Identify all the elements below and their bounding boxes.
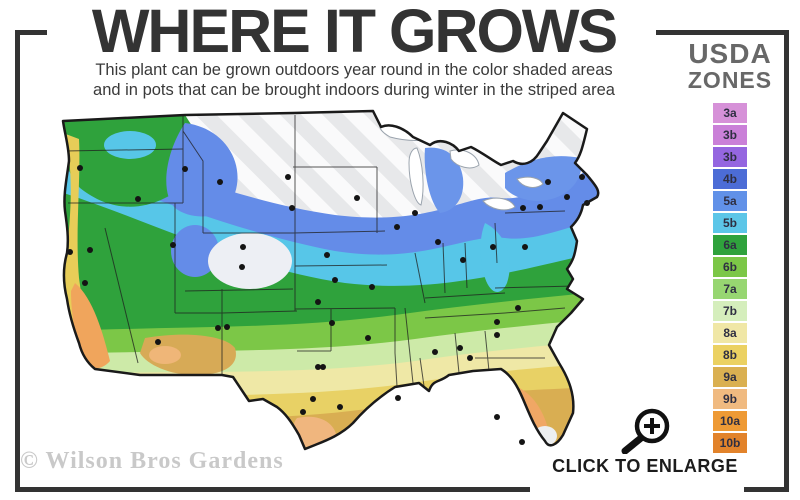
page-title: WHERE IT GROWS bbox=[91, 0, 618, 65]
city-dot bbox=[320, 364, 326, 370]
city-dot bbox=[135, 196, 141, 202]
city-dot bbox=[337, 404, 343, 410]
legend-swatch-10b: 10b bbox=[713, 433, 747, 453]
rockies-blue-region bbox=[166, 123, 238, 217]
utah-blue-patch bbox=[171, 225, 219, 277]
legend-swatch-4b: 4b bbox=[713, 169, 747, 189]
frame-right bbox=[784, 30, 789, 492]
city-dot bbox=[395, 395, 401, 401]
city-dot bbox=[240, 244, 246, 250]
lake-ontario bbox=[516, 176, 544, 188]
city-dot bbox=[564, 194, 570, 200]
state-borders bbox=[64, 115, 576, 404]
frame-top-right bbox=[656, 30, 789, 35]
city-dot bbox=[354, 195, 360, 201]
legend-swatch-3a: 3a bbox=[713, 103, 747, 123]
legend-items: 3a 3b 3b 4b 5a 5b 6a 6b 7a 7b 8a 8b 9a 9b 10a 10b bbox=[713, 103, 747, 455]
usda-zone-map[interactable] bbox=[35, 103, 660, 473]
city-dot bbox=[435, 239, 441, 245]
frame-top-left bbox=[15, 30, 47, 35]
city-dot bbox=[432, 349, 438, 355]
usda-zones-legend: USDA ZONES bbox=[672, 38, 788, 93]
legend-swatch-6b: 6b bbox=[713, 257, 747, 277]
colorado-pale-patch bbox=[208, 233, 292, 289]
city-dot bbox=[394, 224, 400, 230]
phoenix-peach-patch bbox=[149, 346, 181, 364]
city-dot bbox=[324, 252, 330, 258]
city-dot bbox=[494, 332, 500, 338]
city-dot bbox=[412, 210, 418, 216]
lake-michigan bbox=[408, 147, 424, 206]
city-dot bbox=[457, 345, 463, 351]
legend-title-usda: USDA bbox=[688, 38, 772, 69]
appalachia-cyan-strip bbox=[480, 223, 510, 293]
legend-swatch-8a: 8a bbox=[713, 323, 747, 343]
city-dot bbox=[155, 339, 161, 345]
michigan-blue-region bbox=[424, 147, 464, 213]
frame-bottom-right bbox=[744, 487, 789, 492]
city-dot bbox=[310, 396, 316, 402]
city-dot bbox=[82, 280, 88, 286]
city-dot bbox=[300, 409, 306, 415]
arizona-tan-region bbox=[140, 334, 236, 375]
city-dot bbox=[460, 257, 466, 263]
legend-swatch-7b: 7b bbox=[713, 301, 747, 321]
legend-swatch-7a: 7a bbox=[713, 279, 747, 299]
watermark: © Wilson Bros Gardens bbox=[20, 448, 284, 474]
lake-erie bbox=[482, 197, 516, 211]
city-dot bbox=[329, 320, 335, 326]
city-dot bbox=[579, 174, 585, 180]
city-dots bbox=[67, 165, 590, 445]
subtitle: This plant can be grown outdoors year ro… bbox=[30, 60, 678, 100]
city-dot bbox=[182, 166, 188, 172]
city-dot bbox=[369, 284, 375, 290]
legend-swatch-3b: 3b bbox=[713, 125, 747, 145]
city-dot bbox=[315, 364, 321, 370]
new-england-blue-region bbox=[505, 156, 582, 201]
city-dot bbox=[332, 277, 338, 283]
frame-left bbox=[15, 30, 20, 490]
frame-bottom-left bbox=[15, 487, 530, 492]
legend-swatch-8b: 8b bbox=[713, 345, 747, 365]
city-dot bbox=[467, 355, 473, 361]
legend-swatch-5b: 5b bbox=[713, 213, 747, 233]
magnifying-glass-plus-icon[interactable] bbox=[614, 396, 676, 454]
coastal-yellow-strip bbox=[63, 133, 97, 369]
legend-swatch-10a: 10a bbox=[713, 411, 747, 431]
city-dot bbox=[170, 242, 176, 248]
click-to-enlarge-label[interactable]: CLICK TO ENLARGE bbox=[552, 456, 738, 476]
legend-swatch-5a: 5a bbox=[713, 191, 747, 211]
city-dot bbox=[285, 174, 291, 180]
legend-swatch-9a: 9a bbox=[713, 367, 747, 387]
city-dot bbox=[224, 324, 230, 330]
legend-swatch-9b: 9b bbox=[713, 389, 747, 409]
legend-swatch-6a: 6a bbox=[713, 235, 747, 255]
legend-swatch-3b: 3b bbox=[713, 147, 747, 167]
legend-title-zones: ZONES bbox=[687, 67, 773, 93]
city-dot bbox=[365, 335, 371, 341]
city-dot bbox=[217, 179, 223, 185]
city-dot bbox=[494, 414, 500, 420]
city-dot bbox=[490, 244, 496, 250]
city-dot bbox=[494, 319, 500, 325]
us-outline bbox=[61, 109, 600, 451]
city-dot bbox=[515, 305, 521, 311]
city-dot bbox=[522, 244, 528, 250]
city-dot bbox=[289, 205, 295, 211]
city-dot bbox=[239, 264, 245, 270]
city-dot bbox=[315, 299, 321, 305]
subtitle-line-2: and in pots that can be brought indoors … bbox=[93, 81, 615, 99]
subtitle-line-1: This plant can be grown outdoors year ro… bbox=[95, 61, 613, 79]
washington-cyan-patch bbox=[104, 131, 156, 159]
city-dot bbox=[545, 179, 551, 185]
city-dot bbox=[520, 205, 526, 211]
click-to-enlarge[interactable]: CLICK TO ENLARGE bbox=[540, 396, 750, 477]
city-dot bbox=[87, 247, 93, 253]
city-dot bbox=[215, 325, 221, 331]
city-dot bbox=[537, 204, 543, 210]
city-dot bbox=[519, 439, 525, 445]
city-dot bbox=[77, 165, 83, 171]
